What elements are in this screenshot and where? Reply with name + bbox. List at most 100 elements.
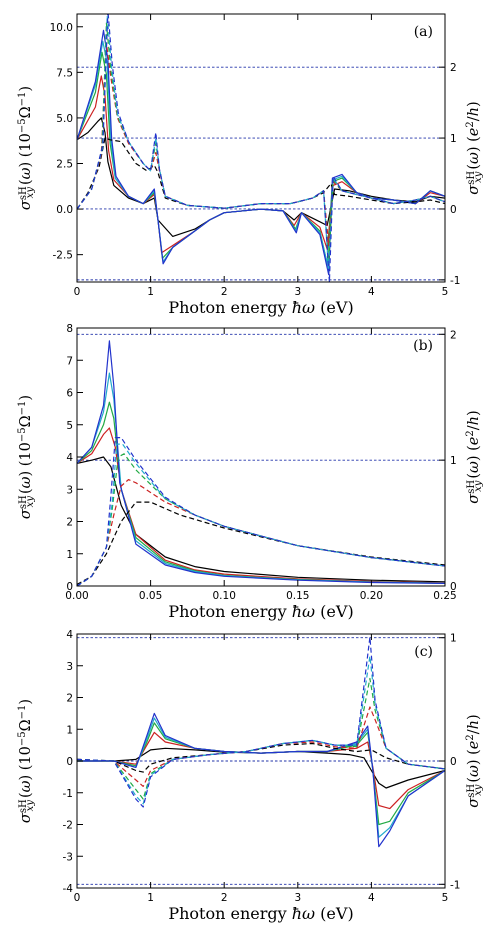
y-axis-label-1-text: σsHxy(ω) (10−5Ω−1) [17,395,37,519]
x-tick-label-2-1: 1 [147,892,154,904]
right-tick-label-0-3: 2 [450,62,457,74]
right-tick-label-1-1: 1 [450,455,457,467]
y-axis-label-2: σsHxy(ω) (10−5Ω−1) [17,699,37,823]
right-axis-label-0-text: σsHxy(ω) (e2/h) [465,101,485,194]
x-tick-label-0-2: 2 [221,286,228,298]
series-line-0-6 [77,42,445,247]
right-tick-label-1-0: 0 [450,581,457,593]
y-tick-label-0-4: 7.5 [56,67,73,79]
series-line-1-0 [77,456,445,583]
x-tick-label-0-0: 0 [74,286,81,298]
series-line-2-0 [77,747,445,789]
series-line-1-2 [77,401,445,584]
x-axis-label-1: Photon energy ħω (eV) [168,602,353,621]
x-tick-label-0-1: 1 [147,286,154,298]
y-tick-label-1-6: 6 [66,388,73,400]
panel-label-1: (b) [413,338,433,354]
plot-frame-0 [76,13,446,283]
series-line-0-4 [77,29,445,276]
series-line-2-5 [77,742,445,773]
x-axis-label-0: Photon energy ħω (eV) [168,298,353,317]
series-line-1-6 [77,479,445,586]
right-tick-label-2-1: 0 [450,756,457,768]
series-line-0-7 [77,22,445,265]
series-line-0-1 [77,75,445,254]
x-tick-label-2-2: 2 [221,892,228,904]
x-tick-label-0-3: 3 [294,286,301,298]
x-tick-label-1-4: 0.20 [360,590,383,602]
y-tick-label-1-2: 2 [66,517,73,529]
x-tick-label-1-0: 0.00 [65,590,88,602]
y-tick-label-1-3: 3 [66,484,73,496]
right-tick-label-1-2: 2 [450,329,457,341]
y-tick-label-0-5: 10.0 [50,22,73,34]
x-tick-label-1-2: 0.10 [213,590,236,602]
series-line-1-7 [77,453,445,586]
series-line-2-6 [77,706,445,787]
y-tick-label-0-1: 0.0 [56,204,73,216]
series-line-2-3 [77,717,445,838]
y-tick-label-2-4: 0 [66,756,73,768]
x-tick-label-2-5: 5 [442,892,449,904]
x-tick-label-1-3: 0.15 [286,590,309,602]
series-line-1-4 [77,340,445,584]
y-tick-label-2-0: -4 [63,883,74,895]
right-tick-label-2-0: -1 [450,879,460,891]
x-axis-label-2: Photon energy ħω (eV) [168,904,353,923]
right-tick-label-2-2: 1 [450,633,457,645]
y-tick-label-0-0: -2.5 [53,250,74,262]
series-line-0-9 [77,14,445,282]
right-tick-label-0-0: -1 [450,275,460,287]
series-line-0-0 [77,117,445,237]
series-line-1-9 [77,437,445,586]
panel-2: 0 1 2 3 4 5 -4 -3 -2 -1 0 1 2 3 4 -1 0 1 (c) Photon energy … [17,629,485,923]
right-axis-label-2: σsHxy(ω) (e2/h) [465,714,485,807]
right-axis-label-2-text: σsHxy(ω) (e2/h) [465,714,485,807]
x-tick-label-2-0: 0 [74,892,81,904]
series-line-2-7 [77,677,445,800]
y-tick-label-1-5: 5 [66,420,73,432]
panel-0: 0 1 2 3 4 5 -2.5 0.0 2.5 5.0 7.5 10.0 -1 0 1 2 (a) Photon… [17,13,485,317]
series-line-2-2 [77,722,445,826]
x-tick-label-2-3: 3 [294,892,301,904]
series-line-0-3 [77,40,445,270]
y-tick-label-0-2: 2.5 [56,158,73,170]
y-tick-label-1-7: 7 [66,355,73,367]
panel-label-0: (a) [414,24,433,40]
right-axis-label-1-text: σsHxy(ω) (e2/h) [465,410,485,503]
right-axis-label-0: σsHxy(ω) (e2/h) [465,101,485,194]
y-axis-label-2-text: σsHxy(ω) (10−5Ω−1) [17,699,37,823]
y-tick-label-1-8: 8 [66,323,73,335]
y-axis-label-0-text: σsHxy(ω) (10−5Ω−1) [17,86,37,210]
series-line-2-9 [77,636,445,808]
y-tick-label-2-7: 3 [66,661,73,673]
right-axis-label-1: σsHxy(ω) (e2/h) [465,410,485,503]
plot-frame-1 [76,327,446,587]
series-line-1-3 [77,372,445,584]
x-tick-label-1-1: 0.05 [139,590,162,602]
y-axis-label-1: σsHxy(ω) (10−5Ω−1) [17,395,37,519]
x-tick-label-0-4: 4 [368,286,375,298]
y-tick-label-1-1: 1 [66,549,73,561]
panel-label-2: (c) [414,644,433,660]
panel-1: 0.00 0.05 0.10 0.15 0.20 0.25012345678012(b)P… [17,323,485,621]
series-line-1-5 [77,501,445,585]
x-tick-label-1-5: 0.25 [433,590,456,602]
series-line-0-8 [77,15,445,274]
right-tick-label-0-2: 1 [450,133,457,145]
x-tick-label-2-4: 4 [368,892,375,904]
series-line-2-4 [77,712,445,848]
y-tick-label-0-3: 5.0 [56,113,73,125]
y-tick-label-2-2: -2 [63,820,73,832]
right-tick-label-0-1: 0 [450,204,457,216]
y-tick-label-1-0: 0 [66,581,73,593]
y-axis-label-0: σsHxy(ω) (10−5Ω−1) [17,86,37,210]
y-tick-label-1-4: 4 [66,452,73,464]
series-line-2-8 [77,655,445,805]
y-tick-label-2-3: -1 [63,788,73,800]
y-tick-label-2-5: 1 [66,724,73,736]
y-tick-label-2-8: 4 [66,629,73,641]
y-tick-label-2-1: -3 [63,851,73,863]
y-tick-label-2-6: 2 [66,693,73,705]
